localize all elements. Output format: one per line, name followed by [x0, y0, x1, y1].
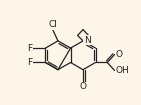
Text: O: O — [80, 82, 87, 91]
Text: OH: OH — [116, 66, 129, 75]
Text: Cl: Cl — [48, 20, 57, 29]
Text: O: O — [116, 50, 123, 59]
Text: F: F — [27, 44, 32, 53]
Text: F: F — [27, 58, 32, 67]
Text: N: N — [84, 36, 91, 45]
